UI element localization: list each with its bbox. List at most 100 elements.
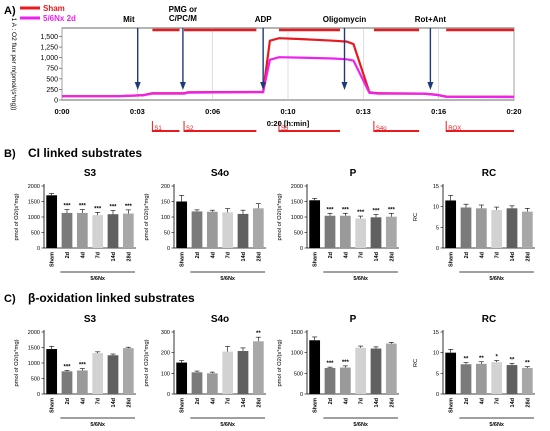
y-tick-label: 100 xyxy=(161,215,170,221)
significance-marker: ** xyxy=(464,357,469,363)
bar xyxy=(92,215,104,248)
event-arrowhead xyxy=(427,82,434,90)
category-label: Sham xyxy=(449,398,455,413)
bar-chart: RC 0 5 10 15 RC Sham 2d 4d 7d 14d 28d 5/6Nx xyxy=(413,168,535,282)
significance-marker: *** xyxy=(94,206,102,212)
significance-marker: *** xyxy=(63,204,71,210)
y-tick-label: 200 xyxy=(161,184,170,190)
event-label: ADP xyxy=(255,15,273,24)
bar xyxy=(176,362,188,394)
bar xyxy=(324,215,336,248)
bar-chart-title: RC xyxy=(482,314,496,325)
bar xyxy=(460,207,472,248)
y-axis-label: RC xyxy=(413,359,419,367)
bar xyxy=(309,200,321,248)
category-label: 4d xyxy=(80,398,86,404)
bar xyxy=(355,347,367,394)
bar xyxy=(237,213,249,248)
bar xyxy=(339,215,351,248)
category-label: 4d xyxy=(210,398,216,404)
y-axis-label: pmol of O2/(s*mg) xyxy=(277,339,283,386)
group-label: 5/6Nx xyxy=(220,276,236,282)
y-tick-label: 100 xyxy=(161,371,170,377)
y-tick-label: 1000 xyxy=(291,215,303,221)
category-label: Sham xyxy=(313,398,319,413)
bar xyxy=(460,364,472,394)
bar-chart: P 0 500 1000 1500 pmol of O2/(s*mg) Sham *** 2d *… xyxy=(277,314,399,428)
y-axis-label: pmol of O2/(s*mg) xyxy=(144,193,150,240)
category-label: Sham xyxy=(50,252,56,267)
y-tick-label: 0 xyxy=(37,392,40,398)
bar xyxy=(309,340,321,394)
y-tick-label: 1000 xyxy=(28,215,40,221)
category-label: Sham xyxy=(180,252,186,267)
event-arrowhead xyxy=(260,82,267,90)
bar xyxy=(324,367,336,394)
significance-marker: *** xyxy=(372,209,380,215)
group-label: 5/6Nx xyxy=(489,422,505,428)
y-tick-label: 15 xyxy=(433,184,439,190)
significance-marker: ** xyxy=(256,331,261,337)
significance-marker: *** xyxy=(79,204,87,210)
y-tick-label: 150 xyxy=(161,200,170,206)
bar-chart: RC 0 5 10 15 RC Sham ** 2d ** 4d * 7d ** 14d ** 28d 5/6Nx xyxy=(413,314,535,428)
category-label: 14d xyxy=(241,398,247,407)
legend-label: 5/6Nx 2d xyxy=(43,14,76,23)
panel-label-b: B) xyxy=(4,148,16,160)
y-tick-label: 1000 xyxy=(28,361,40,367)
category-label: 28d xyxy=(389,252,395,261)
bar xyxy=(176,201,188,248)
trace-chart: 0:00 0:03 0:06 0:10 0:13 0:16 0:20 0 250 500 750 1,… xyxy=(10,4,522,132)
significance-marker: *** xyxy=(326,207,334,213)
y-axis-label: pmol of O2/(s*mg) xyxy=(277,193,283,240)
category-label: 14d xyxy=(510,398,516,407)
y-tick-label: 500 xyxy=(294,371,303,377)
bar xyxy=(191,211,203,248)
bar-chart-title: S4o xyxy=(211,314,229,325)
bar xyxy=(107,214,119,248)
y-tick-label: 1500 xyxy=(28,200,40,206)
significance-marker: *** xyxy=(63,364,71,370)
bar xyxy=(76,370,88,394)
panel-label-c: C) xyxy=(4,293,16,305)
category-label: 2d xyxy=(65,252,71,258)
significance-marker: ** xyxy=(510,357,515,363)
legend-label: Sham xyxy=(43,4,65,13)
significance-marker: *** xyxy=(357,210,365,216)
y-axis-label: 1 A : O2 flux per m(pmol/(s*mg)) xyxy=(10,18,17,111)
bar-chart-title: S4o xyxy=(211,168,229,179)
y-tick-label: 50 xyxy=(164,231,170,237)
group-label: 5/6Nx xyxy=(90,422,106,428)
y-tick-label: 2000 xyxy=(28,330,40,336)
category-label: 28d xyxy=(256,252,262,261)
segment-label: S4o xyxy=(376,126,387,132)
bar-chart-title: S3 xyxy=(84,168,97,179)
y-tick-label: 1,000 xyxy=(40,55,58,62)
category-label: 7d xyxy=(96,398,102,404)
category-label: Sham xyxy=(313,252,319,267)
y-tick-label: 5 xyxy=(436,371,439,377)
segment-label: S1 xyxy=(154,126,162,132)
bar xyxy=(61,212,73,248)
y-axis-label: pmol of O2/(s*mg) xyxy=(14,339,20,386)
bar-chart: S3 0 500 1000 1500 2000 pmol of O2/(s*mg) Sham *… xyxy=(14,314,136,428)
bar xyxy=(445,352,457,394)
y-tick-label: 0 xyxy=(300,246,303,252)
category-label: 14d xyxy=(510,252,516,261)
significance-marker: *** xyxy=(388,207,396,213)
x-axis-label: 0:20 [h:min] xyxy=(267,119,310,128)
x-tick-label: 0:16 xyxy=(431,107,446,116)
significance-marker: * xyxy=(495,355,498,361)
x-tick-label: 0:00 xyxy=(54,107,69,116)
x-tick-label: 0:03 xyxy=(130,107,145,116)
trace-line-nx xyxy=(62,56,515,99)
bar-chart: P 0 500 1000 1500 2000 pmol of O2/(s*mg) Sham **… xyxy=(277,168,399,282)
y-tick-label: 0 xyxy=(436,392,439,398)
bar-chart: S3 0 500 1000 1500 2000 pmol of O2/(s*mg) Sham *… xyxy=(14,168,136,282)
segment-label: S3 xyxy=(281,126,289,132)
bar xyxy=(237,351,249,394)
event-arrowhead xyxy=(341,82,348,90)
bar-chart-title: S3 xyxy=(84,314,97,325)
category-label: 14d xyxy=(374,252,380,261)
bar xyxy=(355,218,367,248)
